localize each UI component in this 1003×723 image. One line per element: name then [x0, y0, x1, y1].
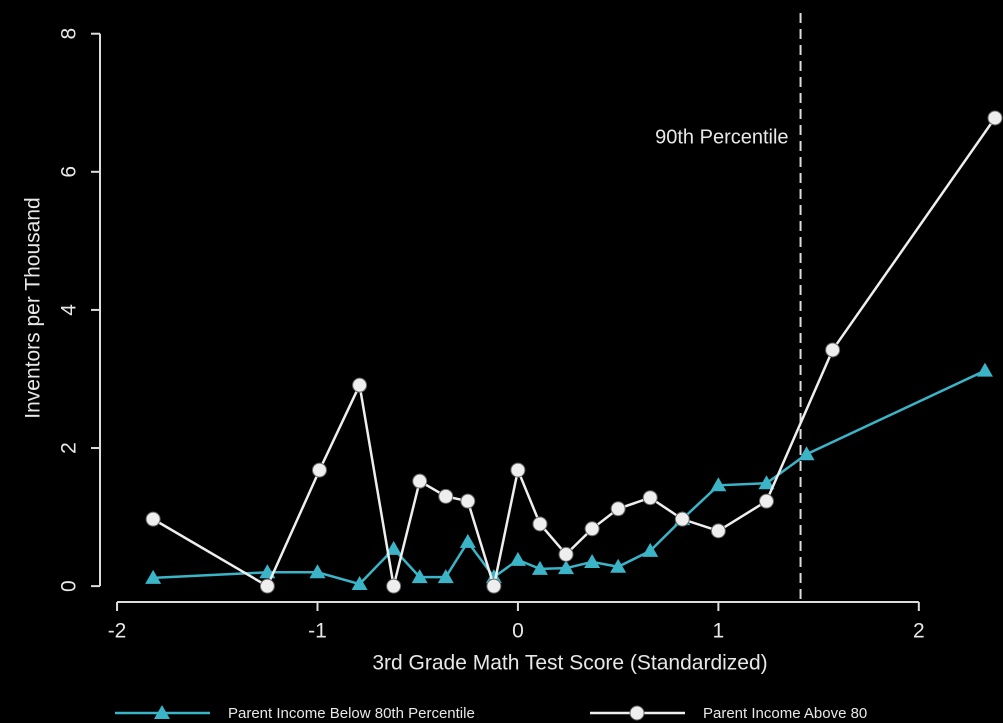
x-tick-label: -2 — [108, 620, 127, 643]
point — [987, 110, 1003, 126]
y-tick-label: 8 — [58, 28, 81, 40]
annotation: 90th Percentile — [655, 126, 788, 148]
point — [510, 462, 526, 478]
point — [610, 558, 627, 573]
point — [642, 542, 659, 557]
point — [758, 475, 775, 490]
legend-marker — [629, 705, 645, 721]
point — [385, 540, 402, 555]
point — [412, 473, 428, 489]
point — [825, 342, 841, 358]
point — [532, 516, 548, 532]
point — [437, 569, 454, 584]
point — [411, 569, 428, 584]
y-tick-label: 0 — [58, 580, 81, 592]
point — [976, 362, 993, 377]
point — [642, 490, 658, 506]
point — [674, 511, 690, 527]
point — [486, 578, 502, 594]
point — [460, 493, 476, 509]
legend-marker — [154, 705, 170, 719]
point — [145, 569, 162, 584]
point — [309, 564, 326, 579]
point — [610, 501, 626, 517]
x-tick-label: 2 — [913, 620, 925, 643]
point — [459, 533, 476, 548]
point — [584, 553, 601, 568]
point — [558, 560, 575, 575]
y-tick-label: 6 — [58, 166, 81, 178]
y-tick-label: 2 — [58, 442, 81, 454]
point — [259, 578, 275, 594]
point — [145, 511, 161, 527]
x-tick-label: 1 — [713, 620, 725, 643]
point — [438, 488, 454, 504]
point — [758, 493, 774, 509]
x-axis-label: 3rd Grade Math Test Score (Standardized) — [372, 652, 767, 675]
x-tick-label: 0 — [512, 620, 524, 643]
point — [351, 576, 368, 591]
x-tick-label: -1 — [308, 620, 327, 643]
point — [386, 578, 402, 594]
point — [509, 551, 526, 566]
legend-label: Parent Income Below 80th Percentile — [228, 705, 475, 722]
point — [485, 569, 502, 584]
point — [710, 477, 727, 492]
point — [531, 560, 548, 575]
point — [558, 546, 574, 562]
y-tick-label: 4 — [58, 304, 81, 316]
point — [311, 462, 327, 478]
point — [584, 521, 600, 537]
point — [352, 377, 368, 393]
legend-label: Parent Income Above 80 — [703, 705, 867, 722]
y-axis-label: Inventors per Thousand — [22, 197, 45, 418]
point — [798, 446, 815, 461]
point — [710, 523, 726, 539]
